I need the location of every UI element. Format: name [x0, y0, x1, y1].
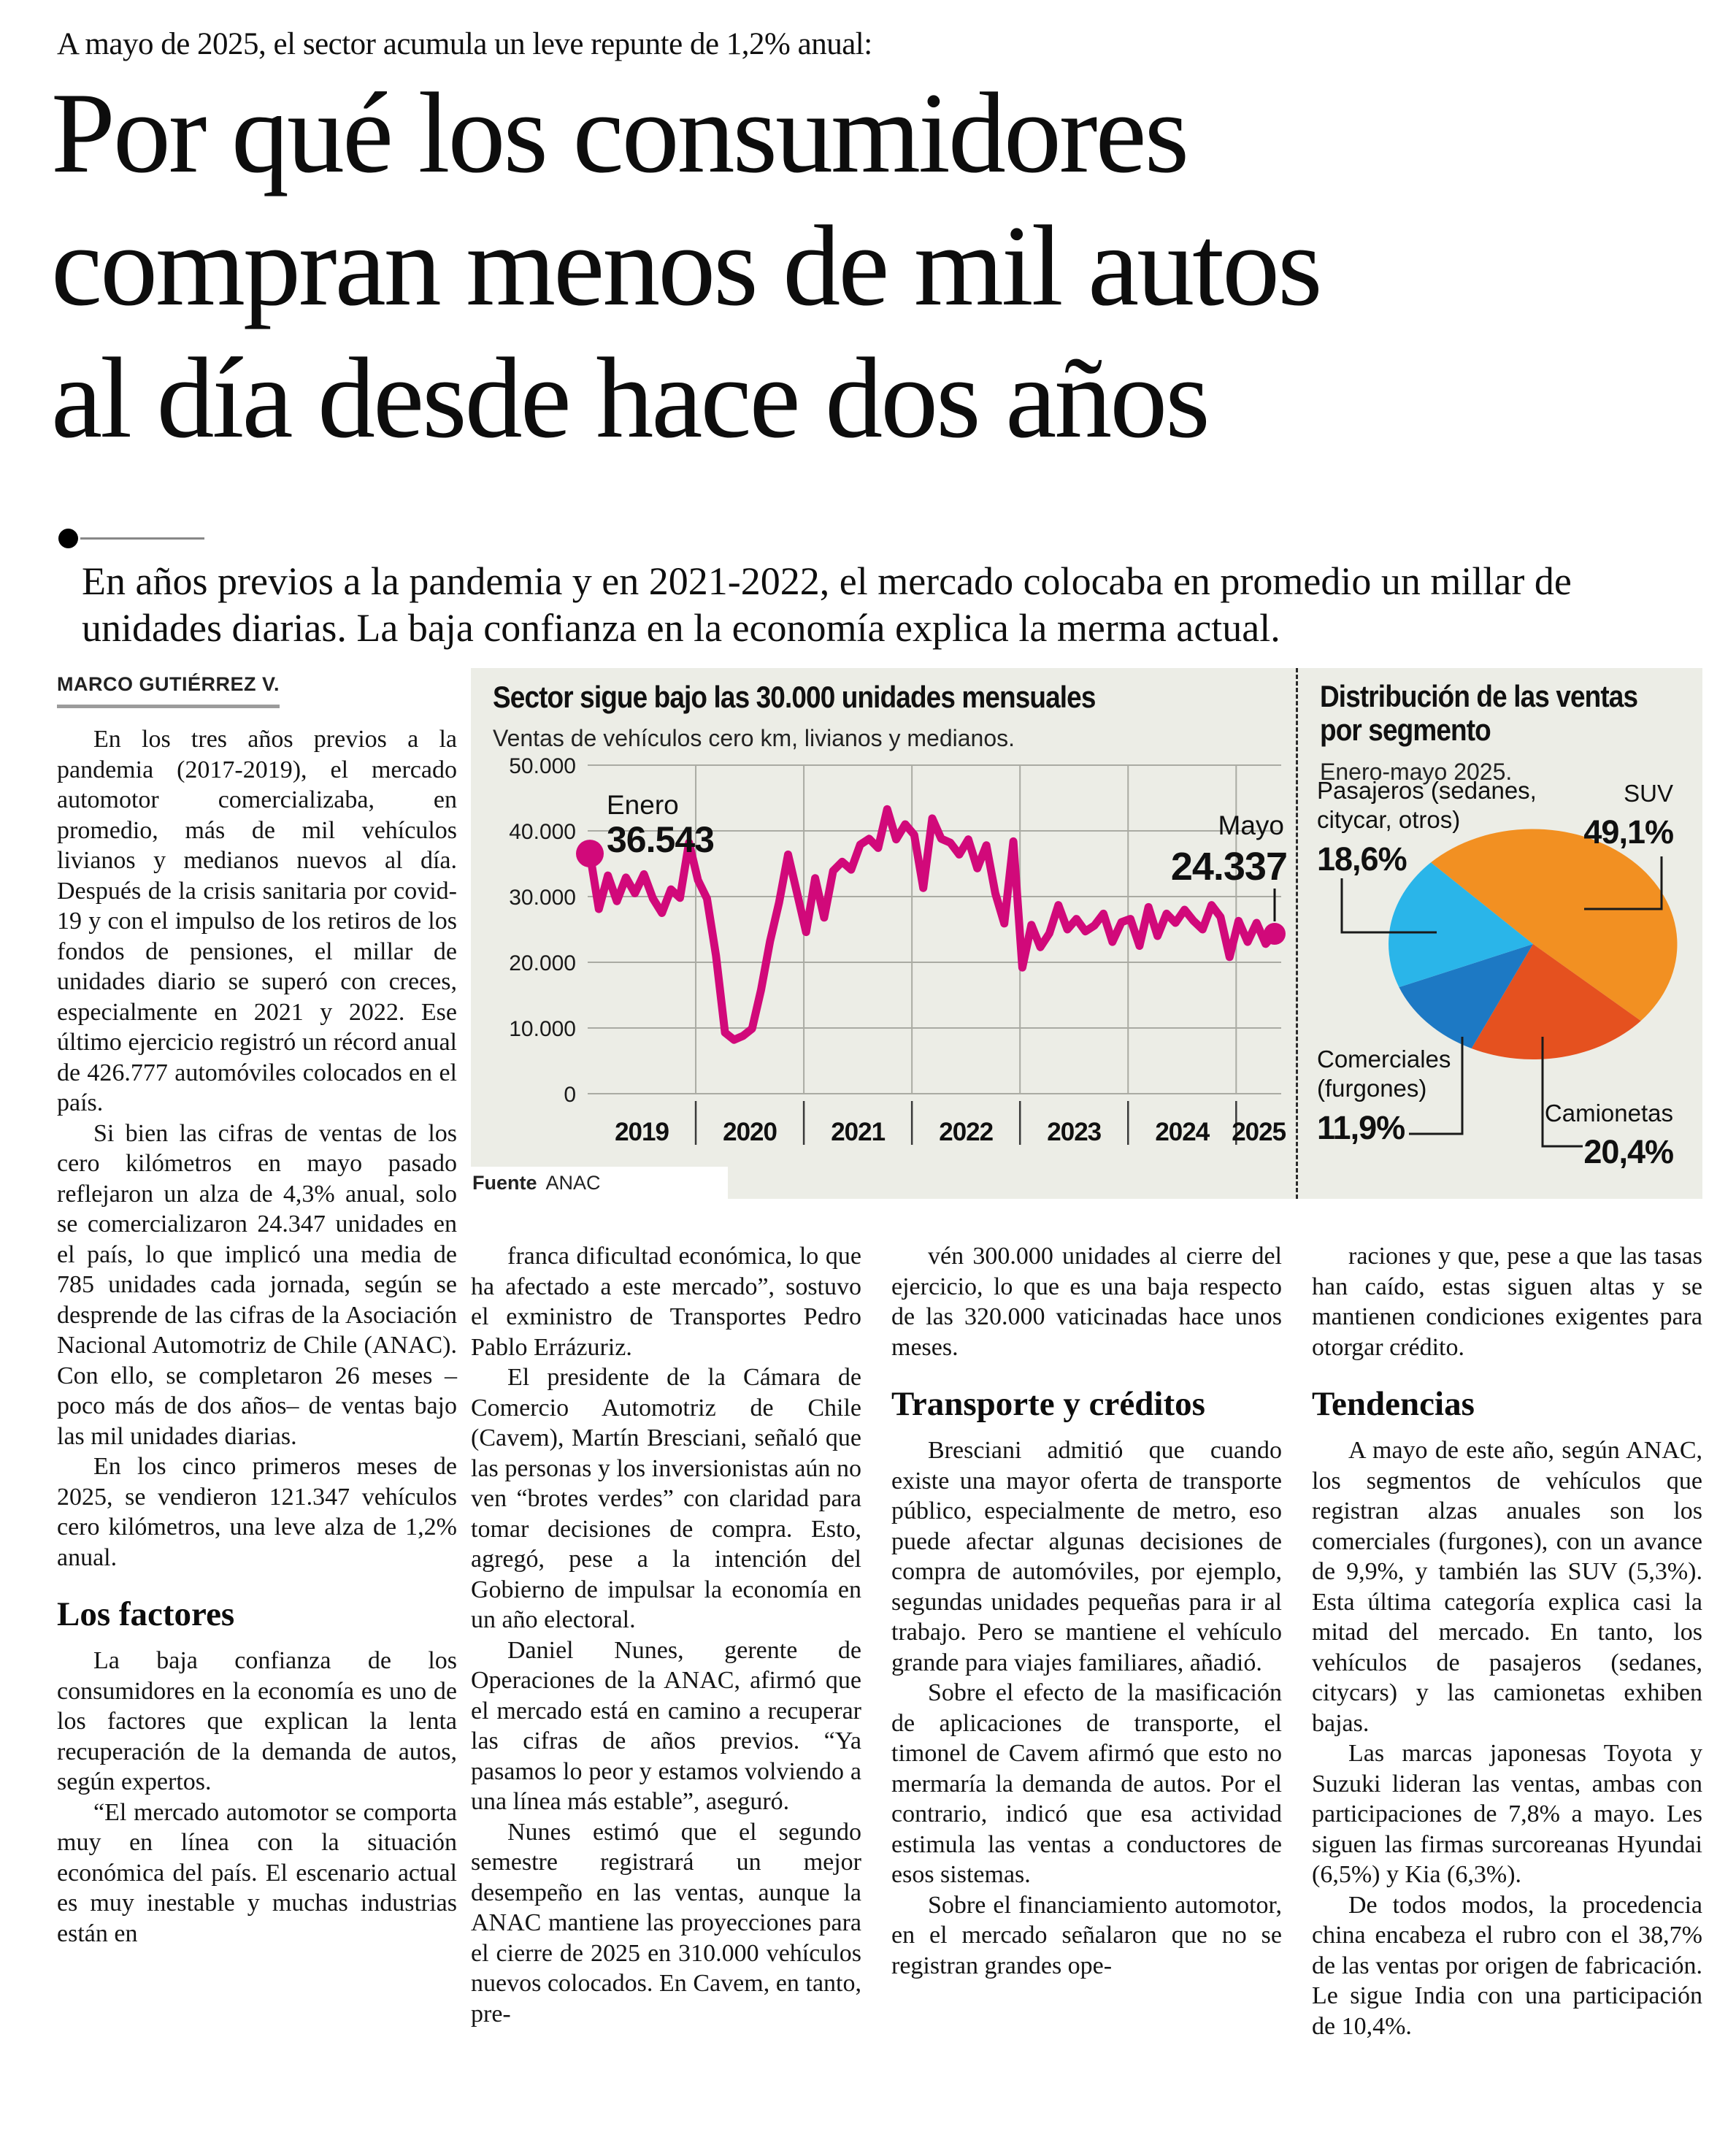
article-paragraph: Nunes estimó que el segundo semestre reg…: [471, 1818, 861, 2028]
deck: En años previos a la pandemia y en 2021-…: [82, 559, 1572, 651]
article-paragraph: “El mercado automotor se comporta muy en…: [57, 1798, 457, 1947]
line-chart-title: Sector sigue bajo las 30.000 unidades me…: [493, 680, 1096, 714]
svg-text:20.000: 20.000: [509, 951, 576, 975]
svg-text:2025: 2025: [1232, 1118, 1286, 1146]
pie-label-pasajeros: Pasajeros (sedanes, citycar, otros) 18,6…: [1317, 776, 1558, 879]
article-paragraph: franca dificultad económica, lo que ha a…: [471, 1243, 861, 1361]
pie-label-text: SUV: [1624, 780, 1673, 807]
article-paragraph: raciones y que, pese a que las tasas han…: [1312, 1243, 1702, 1361]
article-paragraph: De todos modos, la procedencia china enc…: [1312, 1891, 1702, 2040]
pie-slices: [1389, 829, 1678, 1060]
line-chart-subtitle: Ventas de vehículos cero km, livianos y …: [493, 725, 1015, 751]
svg-text:2019: 2019: [615, 1118, 669, 1146]
leader-line-camionetas: [1541, 1037, 1583, 1148]
svg-text:2022: 2022: [939, 1118, 993, 1146]
article-paragraph: El presidente de la Cámara de Comercio A…: [471, 1364, 861, 1633]
article-column-1: MARCO GUTIÉRREZ V. En los tres años prev…: [57, 673, 457, 1949]
svg-text:36.543: 36.543: [607, 819, 714, 860]
pie-slice: [1471, 944, 1641, 1060]
article-paragraph: Si bien las cifras de ventas de los cero…: [57, 1119, 457, 1450]
article-column-3: vén 300.000 unidades al cierre del ejerc…: [891, 1241, 1282, 2041]
article-paragraph: Daniel Nunes, gerente de Operaciones de …: [471, 1636, 861, 1816]
pie-label-comerciales: Comerciales (furgones) 11,9%: [1317, 1045, 1499, 1148]
leader-line-suv: [1584, 856, 1663, 910]
article-paragraph: En los cinco primeros meses de 2025, se …: [57, 1453, 457, 1571]
svg-text:10.000: 10.000: [509, 1017, 576, 1041]
section-heading-tendencias: Tendencias: [1312, 1385, 1475, 1423]
svg-text:2020: 2020: [723, 1118, 777, 1146]
svg-text:50.000: 50.000: [509, 754, 576, 778]
pie-slice: [1389, 862, 1533, 988]
headline: Por qué los consumidores compran menos d…: [51, 67, 1323, 465]
svg-text:24.337: 24.337: [1171, 845, 1287, 889]
source-note: Fuente ANAC: [471, 1167, 728, 1199]
article-paragraph: Sobre el financiamiento automotor, en el…: [891, 1891, 1282, 1979]
article-lower-columns: franca dificultad económica, lo que ha a…: [471, 1241, 1702, 2041]
bullet-dot-icon: [58, 529, 78, 548]
svg-text:30.000: 30.000: [509, 886, 576, 910]
svg-text:40.000: 40.000: [509, 820, 576, 844]
section-heading-transporte-y-creditos: Transporte y créditos: [891, 1385, 1205, 1423]
article-paragraph: A mayo de este año, según ANAC, los segm…: [1312, 1437, 1702, 1737]
pie-label-pct: 49,1%: [1583, 813, 1674, 851]
pie-label-pct: 20,4%: [1583, 1133, 1674, 1171]
svg-text:2024: 2024: [1155, 1118, 1210, 1146]
kicker: A mayo de 2025, el sector acumula un lev…: [57, 27, 872, 61]
source-label: Fuente: [472, 1171, 537, 1194]
pie-chart-subtitle: Enero-mayo 2025.: [1320, 759, 1513, 785]
headline-line-1: Por qué los consumidores: [51, 69, 1189, 197]
line-chart: Sector sigue bajo las 30.000 unidades me…: [471, 668, 1296, 1199]
headline-line-3: al día desde hace dos años: [51, 334, 1210, 463]
svg-text:0: 0: [564, 1083, 576, 1107]
source-value: ANAC: [545, 1171, 601, 1194]
svg-text:Enero: Enero: [607, 790, 679, 820]
article-paragraph: Las marcas japonesas Toyota y Suzuki lid…: [1312, 1740, 1702, 1888]
article-paragraph: La baja confianza de los consumidores en…: [57, 1647, 457, 1795]
pie-label-text: Comerciales (furgones): [1317, 1046, 1451, 1102]
article-column-2: franca dificultad económica, lo que ha a…: [471, 1241, 861, 2041]
svg-text:2023: 2023: [1047, 1118, 1101, 1146]
pie-label-text: Camionetas: [1544, 1100, 1673, 1127]
bullet-rule: [80, 537, 204, 540]
infographic-panel: Sector sigue bajo las 30.000 unidades me…: [471, 668, 1702, 1199]
byline: MARCO GUTIÉRREZ V.: [57, 673, 280, 708]
deck-bullet: [58, 529, 204, 548]
section-heading-los-factores: Los factores: [57, 1595, 235, 1633]
pie-chart-svg: [1340, 829, 1678, 1148]
line-chart-svg: 50.000 40.000 30.000 20.000 10.000 0 2019 2020 2…: [509, 754, 1288, 1146]
article-column-4: raciones y que, pese a que las tasas han…: [1312, 1241, 1702, 2041]
pie-label-pct: 18,6%: [1317, 840, 1407, 878]
pie-label-camionetas: Camionetas 20,4%: [1544, 1099, 1674, 1173]
pie-chart-title: Distribución de las ventas por segmento: [1320, 679, 1638, 748]
headline-line-2: compran menos de mil autos: [51, 202, 1323, 330]
article-paragraph: Sobre el efecto de la masificación de ap…: [891, 1679, 1282, 1888]
pie-label-text: Pasajeros (sedanes, citycar, otros): [1317, 777, 1537, 834]
pie-label-suv: SUV 49,1%: [1583, 779, 1674, 853]
leader-line-pasajeros: [1340, 878, 1437, 934]
svg-text:2021: 2021: [831, 1118, 885, 1146]
article-paragraph: En los tres años previos a la pandemia (…: [57, 726, 457, 1116]
pie-slice: [1431, 829, 1678, 1021]
svg-text:Mayo: Mayo: [1218, 810, 1284, 840]
pie-chart: Distribución de las ventas por segmento …: [1296, 668, 1702, 1199]
leader-line-comerciales: [1409, 1037, 1464, 1135]
pie-label-pct: 11,9%: [1317, 1108, 1405, 1146]
article-paragraph: Bresciani admitió que cuando existe una …: [891, 1437, 1282, 1676]
pie-slice: [1399, 944, 1533, 1048]
article-paragraph: vén 300.000 unidades al cierre del ejerc…: [891, 1243, 1282, 1361]
